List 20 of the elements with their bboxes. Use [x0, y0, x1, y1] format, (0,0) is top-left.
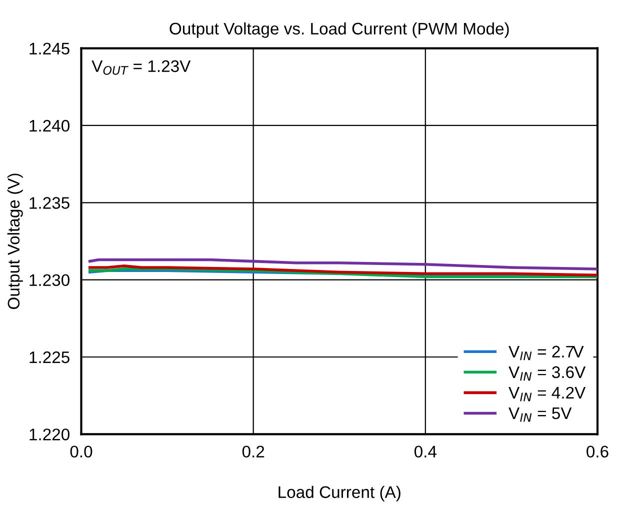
x-tick-label: 0.0 — [70, 446, 92, 458]
annotation: V$_{OUT}$ = 1.23V — [92, 60, 191, 75]
x-tick-label: 0.2 — [242, 446, 264, 458]
chart-title: Output Voltage vs. Load Current (PWM Mode) — [170, 22, 509, 38]
line-series — [88, 258, 598, 270]
y-tick-label: 1.220 — [30, 428, 70, 440]
x-axis-title: Load Current (A) — [278, 486, 400, 502]
x-tick-label: 0.6 — [586, 446, 608, 458]
x-tick-label: 0.4 — [414, 446, 437, 458]
y-tick-label: 1.240 — [30, 120, 70, 132]
y-tick-label: 1.225 — [30, 351, 70, 364]
legend-label: V$_{IN}$ = 3.6V — [508, 366, 586, 381]
line-series — [88, 264, 598, 277]
legend-label: V$_{IN}$ = 2.7V — [508, 346, 584, 360]
y-axis-title: Output Voltage (V) — [7, 174, 23, 310]
y-tick-label: 1.235 — [30, 197, 70, 209]
y-tick-label: 1.245 — [30, 42, 70, 55]
legend-label: V$_{IN}$ = 4.2V — [508, 386, 586, 402]
legend-label: V$_{IN}$ = 5V — [508, 408, 572, 422]
y-tick-label: 1.230 — [30, 274, 70, 286]
